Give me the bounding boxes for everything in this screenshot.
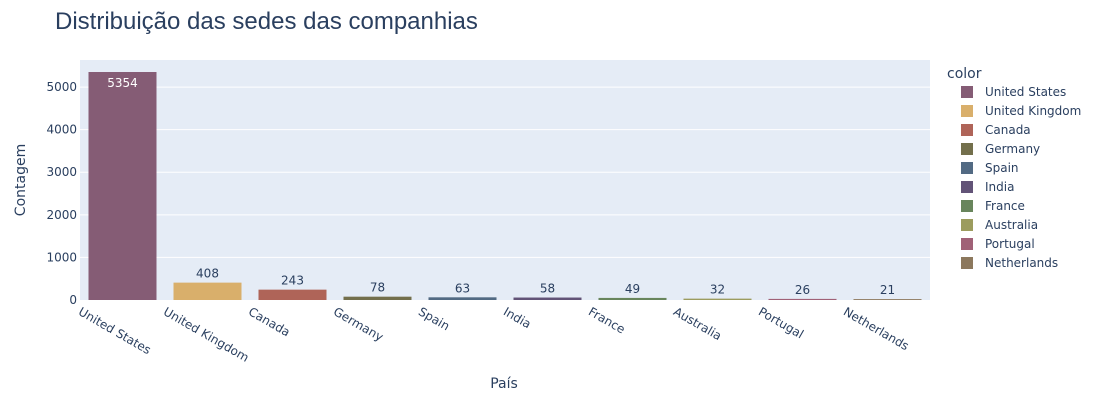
- bar[interactable]: [683, 298, 752, 300]
- gridlines: [80, 86, 930, 258]
- legend-label: Australia: [985, 218, 1038, 232]
- legend-item[interactable]: United Kingdom: [961, 104, 1081, 118]
- legend-label: Canada: [985, 123, 1031, 137]
- x-tick-label: United States: [76, 304, 153, 357]
- legend-label: France: [985, 199, 1025, 213]
- bar[interactable]: [258, 289, 327, 300]
- legend-swatch: [961, 105, 973, 117]
- legend-label: Germany: [985, 142, 1040, 156]
- legend-label: United States: [985, 85, 1066, 99]
- bar-value-label: 78: [370, 281, 385, 295]
- bar-labels: 5354 408 243 78 63 58 49 32 26 21: [107, 76, 895, 297]
- bar[interactable]: [173, 282, 242, 300]
- bars: [88, 72, 922, 300]
- legend-swatch: [961, 124, 973, 136]
- y-axis-ticks: 0 1000 2000 3000 4000 5000: [46, 80, 77, 307]
- x-tick-label: Canada: [246, 304, 293, 339]
- x-axis-title: País: [490, 376, 518, 392]
- legend-item[interactable]: Germany: [961, 142, 1040, 156]
- x-tick-label: United Kingdom: [161, 304, 251, 364]
- legend-item[interactable]: United States: [961, 85, 1066, 99]
- chart-title: Distribuição das sedes das companhias: [55, 8, 478, 35]
- x-tick-label: Netherlands: [841, 304, 911, 353]
- y-tick-label: 5000: [46, 80, 77, 94]
- bar-value-label: 26: [795, 283, 810, 297]
- x-tick-label: Australia: [671, 304, 724, 343]
- y-tick-label: 3000: [46, 165, 77, 179]
- legend-swatch: [961, 238, 973, 250]
- legend-item[interactable]: Portugal: [961, 237, 1035, 251]
- bar-value-label: 58: [540, 282, 555, 296]
- y-tick-label: 4000: [46, 123, 77, 137]
- bar[interactable]: [598, 297, 667, 300]
- x-tick-label: Spain: [416, 304, 452, 333]
- legend-item[interactable]: India: [961, 180, 1014, 194]
- y-tick-label: 1000: [46, 250, 77, 264]
- bar[interactable]: [853, 299, 922, 300]
- bar-value-label: 49: [625, 282, 640, 296]
- y-tick-label: 0: [69, 293, 77, 307]
- bar-value-label: 32: [710, 283, 725, 297]
- bar[interactable]: [428, 297, 497, 300]
- bar[interactable]: [768, 298, 837, 300]
- bar-value-label: 63: [455, 281, 470, 295]
- legend-swatch: [961, 219, 973, 231]
- legend-label: India: [985, 180, 1014, 194]
- x-tick-label: Portugal: [756, 304, 806, 341]
- bar-value-label: 5354: [107, 76, 138, 90]
- x-tick-label: India: [501, 304, 534, 331]
- bar-value-label: 21: [880, 283, 895, 297]
- bar[interactable]: [513, 297, 582, 300]
- legend-label: Netherlands: [985, 256, 1058, 270]
- legend-item[interactable]: Canada: [961, 123, 1031, 137]
- x-tick-label: Germany: [331, 304, 386, 344]
- legend[interactable]: color United States United Kingdom Canada G…: [947, 66, 1081, 270]
- plot-background: [80, 60, 930, 300]
- bar[interactable]: [343, 296, 412, 300]
- bar-value-label: 408: [196, 267, 219, 281]
- legend-swatch: [961, 257, 973, 269]
- legend-swatch: [961, 162, 973, 174]
- legend-swatch: [961, 181, 973, 193]
- legend-label: Portugal: [985, 237, 1035, 251]
- legend-swatch: [961, 86, 973, 98]
- bar-value-label: 243: [281, 274, 304, 288]
- y-tick-label: 2000: [46, 208, 77, 222]
- legend-label: Spain: [985, 161, 1019, 175]
- legend-swatch: [961, 200, 973, 212]
- bar[interactable]: [88, 72, 157, 300]
- legend-label: United Kingdom: [985, 104, 1081, 118]
- legend-title: color: [947, 66, 982, 82]
- x-tick-label: France: [586, 304, 628, 336]
- legend-swatch: [961, 143, 973, 155]
- legend-item[interactable]: Australia: [961, 218, 1038, 232]
- legend-item[interactable]: Spain: [961, 161, 1019, 175]
- legend-item[interactable]: France: [961, 199, 1025, 213]
- legend-item[interactable]: Netherlands: [961, 256, 1058, 270]
- y-axis-title: Contagem: [13, 144, 29, 216]
